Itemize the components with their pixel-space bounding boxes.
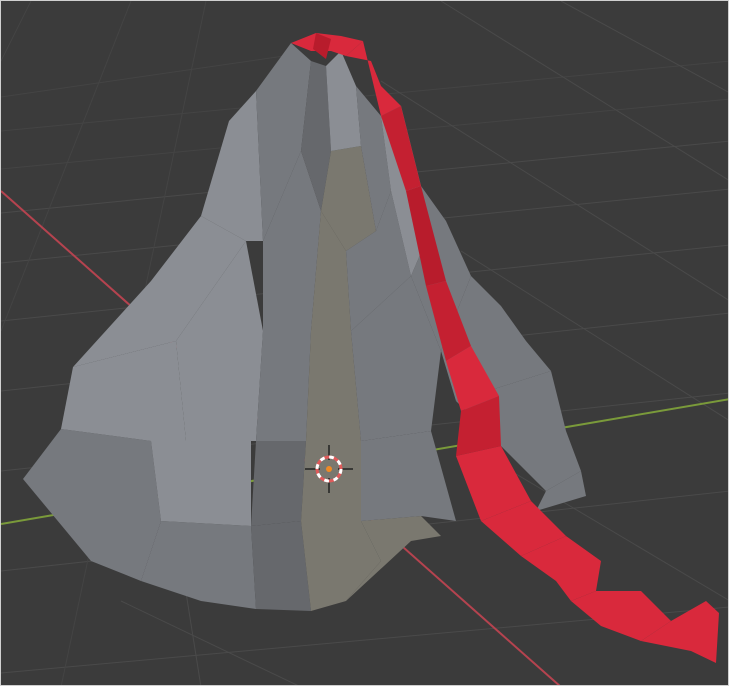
lava-face	[406, 186, 446, 286]
lava-face	[381, 106, 421, 191]
volcano-mesh[interactable]	[23, 33, 719, 663]
rock-face	[263, 151, 321, 331]
lava-face	[641, 601, 719, 663]
rock-face	[346, 191, 411, 331]
rock-face	[356, 86, 391, 231]
lava-face	[456, 396, 501, 456]
rock-face	[251, 521, 311, 611]
lava-face	[446, 346, 499, 411]
rock-face	[326, 51, 361, 151]
rock-face	[256, 331, 311, 441]
rock-face	[301, 61, 331, 211]
rock-face	[536, 471, 586, 511]
rock-face	[201, 91, 263, 241]
rock-face	[176, 241, 263, 441]
lava-face	[521, 536, 601, 601]
lava-face	[426, 281, 471, 361]
rock-face	[251, 441, 306, 526]
lava-face	[346, 41, 401, 116]
rock-face	[361, 431, 456, 521]
rock-face	[73, 216, 246, 367]
lava-face	[456, 446, 531, 521]
rock-face	[311, 211, 351, 331]
rock-face	[61, 341, 186, 441]
rock-face	[23, 429, 161, 581]
3d-cursor-icon[interactable]	[305, 445, 353, 493]
rock-face	[351, 276, 441, 441]
rock-face	[321, 146, 376, 251]
rock-face	[346, 516, 441, 601]
lava-face	[481, 501, 566, 556]
rock-face	[141, 521, 256, 609]
lava-face	[571, 591, 671, 641]
lava-face	[313, 33, 331, 59]
rock-face	[306, 331, 361, 441]
rock-face	[301, 521, 381, 611]
rock-face	[256, 43, 311, 241]
rock-face	[151, 441, 251, 526]
